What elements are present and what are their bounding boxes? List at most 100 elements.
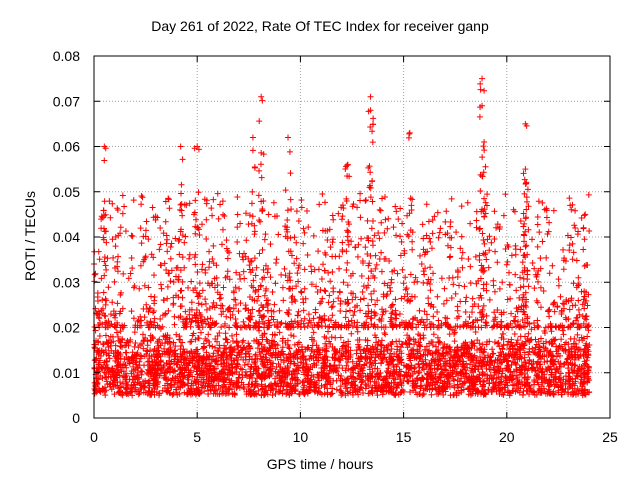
data-point	[101, 157, 108, 164]
data-point	[302, 295, 309, 302]
data-point	[314, 321, 321, 328]
data-point	[176, 236, 183, 243]
data-point	[172, 235, 179, 242]
data-point	[519, 317, 526, 324]
data-point	[259, 360, 266, 367]
data-point	[372, 360, 379, 367]
data-point	[330, 216, 337, 223]
data-point	[370, 273, 377, 280]
data-point	[414, 391, 421, 398]
data-point	[479, 311, 486, 318]
data-point	[524, 373, 531, 380]
data-point	[316, 201, 323, 208]
data-point	[231, 391, 238, 398]
data-point	[164, 295, 171, 302]
data-point	[232, 301, 239, 308]
data-point	[451, 391, 458, 398]
data-point	[355, 341, 362, 348]
data-point	[117, 361, 124, 368]
data-point	[574, 373, 581, 380]
data-point	[376, 235, 383, 242]
data-point	[328, 334, 335, 341]
data-point	[327, 340, 334, 347]
data-point	[498, 309, 505, 316]
data-point	[315, 266, 322, 273]
data-point	[180, 318, 187, 325]
data-point	[178, 207, 185, 214]
data-point	[95, 368, 102, 375]
data-point	[185, 382, 192, 389]
data-point	[559, 345, 566, 352]
data-point	[397, 379, 404, 386]
data-point	[525, 203, 532, 210]
data-point	[372, 265, 379, 272]
data-point	[260, 151, 267, 158]
data-point	[368, 373, 375, 380]
data-point	[356, 386, 363, 393]
data-point	[358, 322, 365, 329]
data-point	[230, 289, 237, 296]
data-point	[552, 373, 559, 380]
data-point	[240, 337, 247, 344]
data-point	[177, 267, 184, 274]
data-point	[223, 245, 230, 252]
data-point	[464, 345, 471, 352]
data-point	[560, 246, 567, 253]
data-point	[473, 280, 480, 287]
data-point	[526, 321, 533, 328]
data-point	[435, 234, 442, 241]
data-point	[475, 303, 482, 310]
data-point	[138, 201, 145, 208]
data-point	[245, 255, 252, 262]
data-point	[256, 307, 263, 314]
data-point	[581, 212, 588, 219]
data-point	[217, 294, 224, 301]
data-point	[133, 388, 140, 395]
data-point	[388, 387, 395, 394]
data-point	[233, 269, 240, 276]
data-point	[409, 316, 416, 323]
data-point	[278, 367, 285, 374]
data-point	[481, 390, 488, 397]
data-point	[267, 361, 274, 368]
data-point	[429, 385, 436, 392]
data-point	[483, 202, 490, 209]
data-point	[585, 377, 592, 384]
data-point	[339, 365, 346, 372]
data-point	[130, 284, 137, 291]
data-point	[316, 300, 323, 307]
data-point	[571, 352, 578, 359]
data-point	[171, 321, 178, 328]
data-point	[572, 224, 579, 231]
data-point	[482, 210, 489, 217]
data-point	[359, 377, 366, 384]
data-point	[583, 357, 590, 364]
data-point	[506, 269, 513, 276]
data-point	[209, 212, 216, 219]
data-point	[306, 380, 313, 387]
data-point	[349, 391, 356, 398]
data-point	[481, 346, 488, 353]
data-point	[581, 288, 588, 295]
data-point	[146, 321, 153, 328]
data-point	[310, 232, 317, 239]
data-point	[479, 154, 486, 161]
data-point	[367, 93, 374, 100]
data-point	[91, 365, 98, 372]
data-point	[511, 330, 518, 337]
data-point	[98, 216, 105, 223]
data-point	[269, 331, 276, 338]
data-point	[263, 356, 270, 363]
data-point	[249, 306, 256, 313]
data-point	[249, 267, 256, 274]
data-point	[335, 372, 342, 379]
data-point	[521, 349, 528, 356]
data-point	[416, 341, 423, 348]
data-point	[337, 307, 344, 314]
data-point	[474, 387, 481, 394]
data-point	[293, 365, 300, 372]
data-point	[217, 302, 224, 309]
data-point	[265, 324, 272, 331]
data-point	[425, 300, 432, 307]
data-point	[303, 208, 310, 215]
